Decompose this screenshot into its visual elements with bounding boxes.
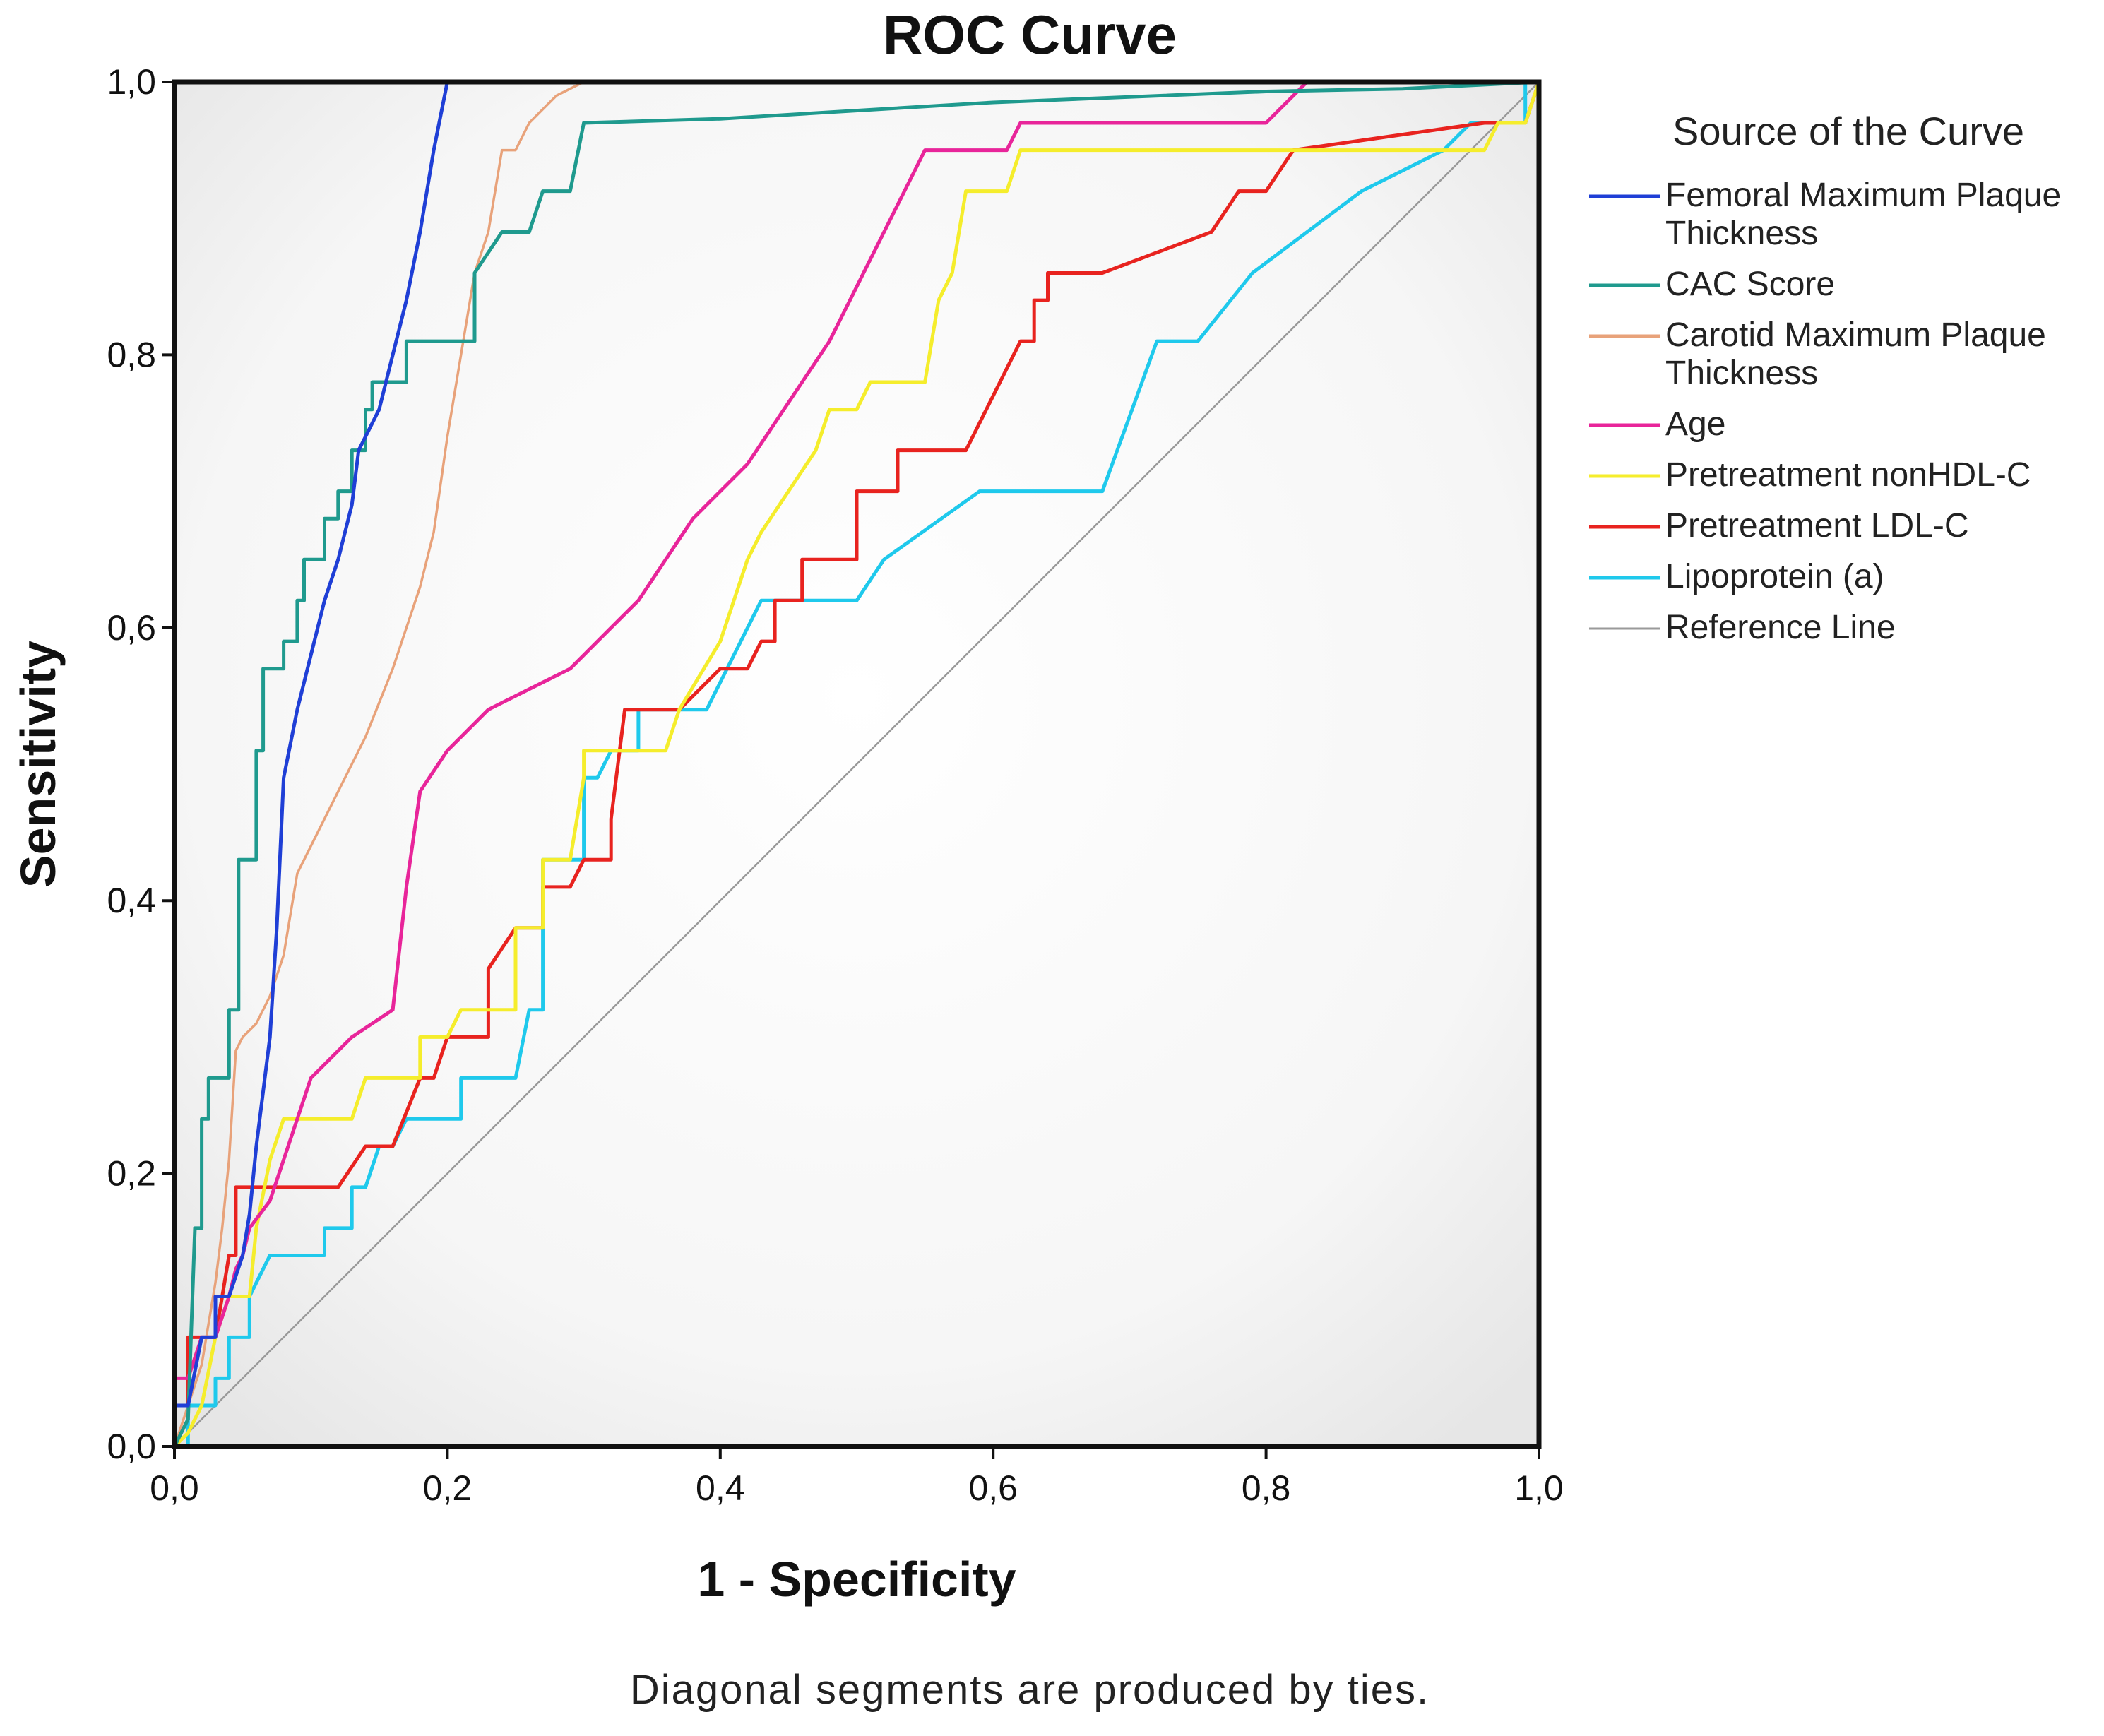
y-axis-title: Sensitivity [11, 641, 66, 888]
series-group [172, 82, 1539, 1446]
y-tick-label: 0,4 [107, 881, 156, 920]
x-tick-label: 0,0 [150, 1468, 199, 1508]
x-tick-label: 1,0 [1514, 1468, 1564, 1508]
series-line-2 [173, 82, 1539, 1446]
legend-label-6: Lipoprotein (a) [1665, 558, 1884, 595]
y-axis-ticks: 0,0 0,2 0,4 0,6 0,8 1,0 [107, 62, 174, 1466]
legend-label-4: Pretreatment nonHDL-C [1665, 456, 2031, 494]
series-line-4 [172, 82, 1539, 1446]
x-tick-label: 0,2 [423, 1468, 472, 1508]
x-tick-label: 0,4 [696, 1468, 745, 1508]
series-line-1 [172, 82, 1539, 1446]
series-line-7 [173, 82, 1539, 1446]
series-line-5 [172, 82, 1539, 1446]
x-tick-label: 0,6 [968, 1468, 1018, 1508]
legend-title: Source of the Curve [1672, 109, 2024, 153]
footnote: Diagonal segments are produced by ties. [630, 1667, 1430, 1713]
x-axis-title: 1 - Specificity [697, 1552, 1016, 1607]
x-tick-label: 0,8 [1242, 1468, 1291, 1508]
legend: Femoral Maximum Plaque Thickness CAC Score… [1589, 177, 2061, 646]
legend-label-2: Carotid Maximum Plaque Thickness [1665, 316, 2046, 392]
series-line-0 [172, 82, 1539, 1446]
legend-label-5: Pretreatment LDL-C [1665, 507, 1969, 545]
chart-title: ROC Curve [883, 4, 1177, 66]
y-tick-label: 0,8 [107, 335, 156, 374]
y-tick-label: 0,0 [107, 1427, 156, 1466]
y-tick-label: 1,0 [107, 62, 156, 102]
y-tick-label: 0,6 [107, 608, 156, 648]
legend-label-0: Femoral Maximum Plaque Thickness [1665, 177, 2061, 252]
plot-frame [172, 79, 1542, 1449]
legend-label-1: CAC Score [1665, 266, 1835, 303]
legend-label-7: Reference Line [1665, 609, 1896, 646]
x-axis-ticks: 0,0 0,2 0,4 0,6 0,8 1,0 [150, 1446, 1564, 1508]
y-tick-label: 0,2 [107, 1154, 156, 1194]
legend-label-3: Age [1665, 405, 1725, 443]
